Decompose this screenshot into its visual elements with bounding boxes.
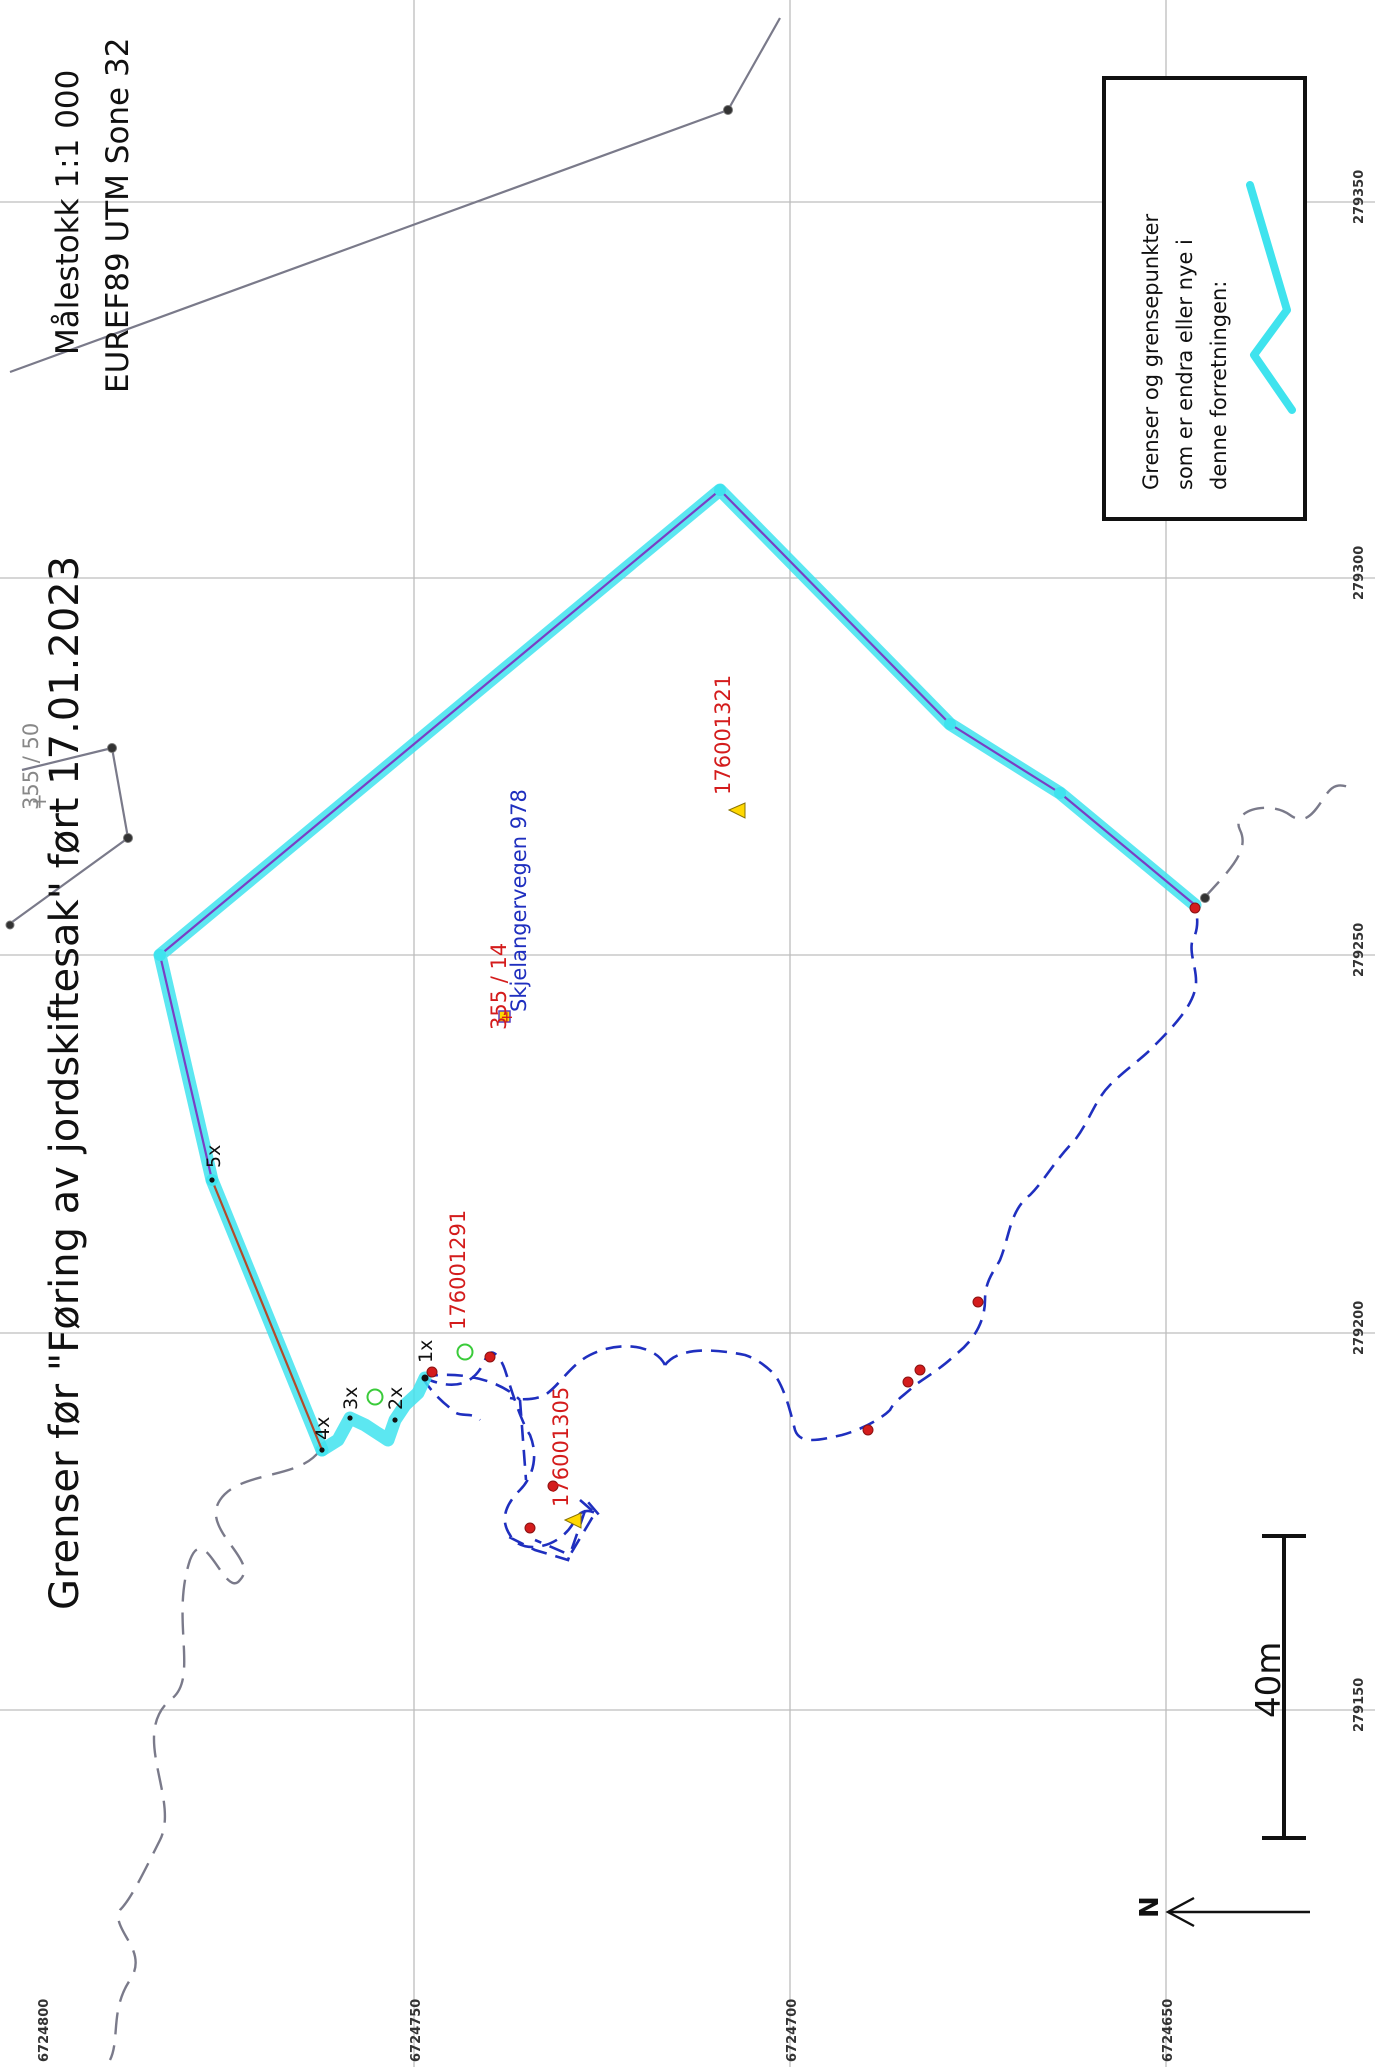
northing-label: 6724700 [785,1999,800,2062]
projection-text: EUREF89 UTM Sone 32 [100,38,136,393]
scale-text: Målestokk 1:1 000 [50,70,86,355]
scale-bar-label: 40m [1249,1642,1289,1718]
legend-line-2: som er endra eller nye i [1173,239,1197,490]
north-arrow-icon [1165,1896,1310,1928]
neighbour-boundary-vertices [5,105,733,930]
northing-label: 6724800 [37,1999,52,2062]
boundary-mark [524,1522,536,1534]
building-label-176001291: 176001291 [446,1210,470,1330]
existing-boundaries [420,904,1199,1562]
boundary-mark [914,1364,926,1376]
boundary-vertex [714,484,726,496]
building-markers [563,802,746,1529]
boundary-vertex [5,920,15,930]
building-label-176001305: 176001305 [549,1387,573,1507]
legend: Grenser og grensepunkter som er endra el… [1102,76,1307,521]
easting-label: 279350 [1352,170,1367,224]
northing-label: 6724650 [1161,1999,1176,2062]
legend-line-3: denne forretningen: [1207,281,1231,490]
existing-boundary-line [509,1344,667,1401]
numbered-vertices [209,1177,429,1453]
changed-boundary-vertices [154,484,1066,1186]
boundary-vertex [421,1374,429,1382]
map-title: Grenser før "Føring av jordskiftesak" fø… [42,556,88,1610]
point-label-1x: 1x [415,1340,437,1363]
boundary-vertex [319,1447,325,1453]
boundary-vertex [123,833,133,843]
boundary-mark [484,1351,496,1363]
building-label-176001321: 176001321 [711,675,735,795]
plus-icon: + [497,1011,516,1024]
parcel-marker [498,1010,511,1023]
boundary-mark [862,1424,874,1436]
boundary-vertex [1200,893,1210,903]
boundary-vertex [944,718,956,730]
changed-boundary-line [210,1178,324,1452]
legend-line-1: Grenser og grensepunkter [1139,213,1163,490]
point-label-4x: 4x [312,1417,334,1440]
easting-label: 279250 [1352,923,1367,977]
existing-boundary-line [420,1351,601,1562]
changed-boundary-highlight [315,1371,432,1457]
boundary-mark [547,1480,559,1492]
plus-icon: + [27,793,51,810]
coordinate-labels: 279150 279200 279250 279300 279350 67248… [37,170,1367,2062]
address-label: Skjelangervegen 978 [507,789,531,1012]
dashed-boundary-line [1203,784,1356,899]
green-circle-marker [366,1388,384,1406]
northing-label: 6724750 [409,1999,424,2062]
easting-label: 279150 [1352,1678,1367,1732]
point-label-5x: 5x [203,1145,225,1168]
legend-sample-line [1246,181,1296,414]
boundary-vertex [154,949,166,961]
existing-boundary-line [534,1499,597,1557]
changed-boundaries [153,483,1202,1457]
easting-label: 279300 [1352,546,1367,600]
boundary-vertex [209,1177,215,1183]
point-label-3x: 3x [340,1387,362,1410]
boundary-vertex [347,1415,353,1421]
boundary-marks [426,902,1201,1534]
building-triangle [727,802,746,819]
building-triangle [563,1512,582,1529]
boundary-vertex [1054,787,1066,799]
changed-boundary-line [158,488,1197,1182]
scale-bar [1262,1534,1306,1840]
boundary-vertex [107,743,117,753]
boundary-mark [972,1296,984,1308]
neighbour-boundary-line [7,746,130,926]
existing-boundary-line [663,904,1199,1442]
dashed-boundary-line [108,1449,321,2061]
changed-boundary-highlight [153,483,1202,1457]
green-markers [366,1343,474,1406]
legend-box [1102,76,1307,521]
north-label: N [1135,1896,1165,1918]
point-label-2x: 2x [385,1387,407,1410]
boundary-vertex [392,1417,398,1423]
boundary-mark [902,1376,914,1388]
green-circle-marker [456,1343,474,1361]
grey-dashed-boundaries [108,784,1356,2061]
boundary-vertex [723,105,733,115]
boundary-mark [426,1366,438,1378]
boundary-mark [1189,902,1201,914]
easting-label: 279200 [1352,1301,1367,1355]
parcel-label-neighbour: 355 / 50 [19,723,43,810]
parcel-label-main: 355 / 14 [487,943,511,1030]
